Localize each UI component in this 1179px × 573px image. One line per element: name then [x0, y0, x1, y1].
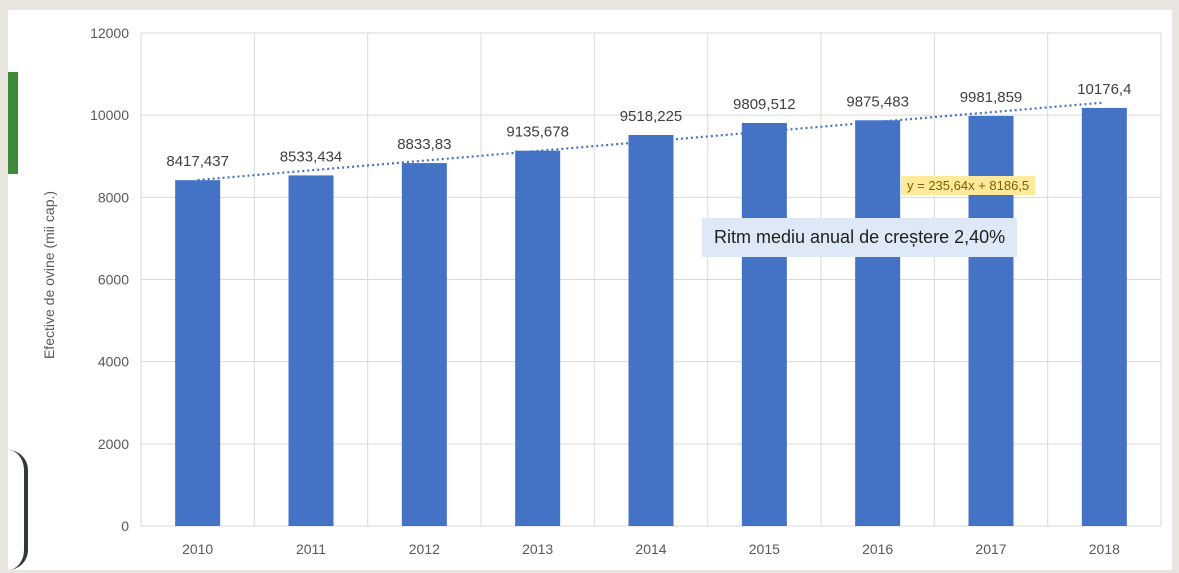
bar	[1081, 107, 1127, 527]
bar	[855, 120, 901, 527]
x-tick-label: 2011	[296, 541, 326, 557]
x-tick-label: 2017	[975, 541, 1006, 557]
data-label: 9875,483	[846, 93, 909, 110]
bar	[741, 122, 787, 526]
green-side-tab	[8, 72, 18, 174]
data-label: 10176,4	[1077, 81, 1131, 98]
y-axis-title: Efective de ovine (mii cap.)	[41, 191, 57, 359]
chart-frame: 8417,437 8533,434 8833,83 9135,678 9518,225 9…	[8, 10, 1172, 570]
data-label: 8417,437	[166, 153, 229, 170]
y-tick-label: 12000	[90, 25, 129, 41]
bar	[515, 150, 561, 526]
x-tick-label: 2018	[1089, 541, 1120, 557]
x-tick-label: 2015	[749, 541, 780, 557]
data-label: 9518,225	[620, 108, 683, 125]
y-tick-label: 4000	[98, 354, 129, 370]
data-label: 9135,678	[506, 124, 569, 141]
trendline	[197, 101, 1105, 182]
bar	[175, 180, 221, 526]
y-tick-label: 6000	[98, 272, 129, 288]
dark-side-arc	[8, 450, 28, 570]
x-tick-label: 2013	[522, 541, 553, 557]
data-label: 9809,512	[733, 96, 796, 113]
x-tick-label: 2016	[862, 541, 893, 557]
growth-rate-annotation: Ritm mediu anual de creștere 2,40%	[702, 218, 1018, 257]
data-label: 9981,859	[960, 89, 1023, 106]
bar	[401, 163, 447, 526]
data-label: 8533,434	[280, 148, 343, 165]
y-tick-label: 0	[121, 518, 129, 534]
y-tick-label: 8000	[98, 189, 129, 205]
data-labels: 8417,437 8533,434 8833,83 9135,678 9518,225 9…	[166, 81, 1131, 170]
bar	[288, 175, 334, 526]
bar-chart: 8417,437 8533,434 8833,83 9135,678 9518,225 9…	[41, 25, 1162, 557]
trendline-equation: y = 235,64x + 8186,5	[901, 176, 1036, 195]
x-tick-label: 2012	[409, 541, 440, 557]
x-tick-label: 2014	[635, 541, 666, 557]
y-tick-label: 2000	[98, 436, 129, 452]
data-label: 8833,83	[397, 136, 451, 153]
trendline-path	[197, 101, 1105, 182]
bar	[628, 134, 674, 526]
x-tick-label: 2010	[182, 541, 213, 557]
axes: 0 2000 4000 6000 8000 10000 12000 2010 2011 2012 2…	[90, 25, 1120, 557]
y-tick-label: 10000	[90, 107, 129, 123]
